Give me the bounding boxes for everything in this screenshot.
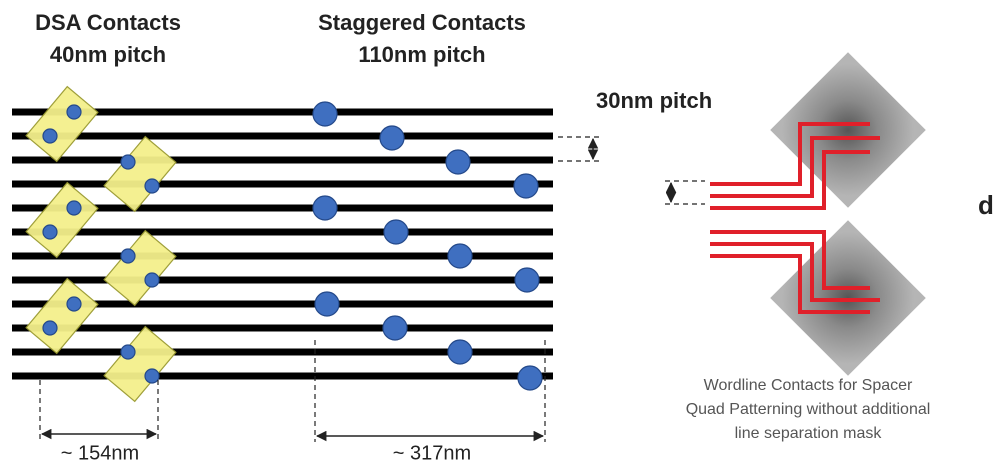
contact [448, 244, 472, 268]
contact [313, 102, 337, 126]
dsa-pitch: 40nm pitch [50, 42, 166, 67]
diagram: DSA Contacts 40nm pitch Staggered Contac… [0, 0, 998, 464]
line [12, 133, 553, 140]
dsa-box [104, 327, 176, 402]
contact [448, 340, 472, 364]
lines [12, 109, 553, 380]
contact [43, 129, 57, 143]
wordline-pattern [710, 52, 926, 376]
contact [315, 292, 339, 316]
dsa-span: ~ 154nm [61, 442, 139, 464]
contact [67, 297, 81, 311]
line [12, 229, 553, 236]
contact [121, 155, 135, 169]
contact [383, 316, 407, 340]
contact [446, 150, 470, 174]
contact [515, 268, 539, 292]
staggered-contacts [313, 102, 542, 390]
contact [121, 249, 135, 263]
line [12, 373, 553, 380]
cut-letter: d [978, 190, 994, 220]
staggered-title: Staggered Contacts [318, 10, 526, 35]
staggered-pitch: 110nm pitch [358, 42, 485, 67]
caption-line: Quad Patterning without additional [686, 401, 931, 418]
dsa-box [26, 87, 98, 162]
contact [145, 179, 159, 193]
line [12, 277, 553, 284]
caption-line: line separation mask [735, 425, 883, 442]
line [12, 181, 553, 188]
contact [43, 225, 57, 239]
contact [145, 273, 159, 287]
dsa-box [26, 279, 98, 354]
contact [43, 321, 57, 335]
caption-line: Wordline Contacts for Spacer [704, 377, 913, 394]
contact [313, 196, 337, 220]
dsa-box [104, 137, 176, 212]
staggered-span: ~ 317nm [393, 442, 471, 464]
line [12, 325, 553, 332]
contact [67, 201, 81, 215]
contact [518, 366, 542, 390]
contact [514, 174, 538, 198]
dsa-box [104, 231, 176, 306]
dsa-title: DSA Contacts [35, 10, 181, 35]
contact [384, 220, 408, 244]
contact [121, 345, 135, 359]
line [12, 157, 553, 164]
contact [145, 369, 159, 383]
dsa-box [26, 183, 98, 258]
contact [380, 126, 404, 150]
contact [67, 105, 81, 119]
line-pitch: 30nm pitch [596, 88, 712, 113]
